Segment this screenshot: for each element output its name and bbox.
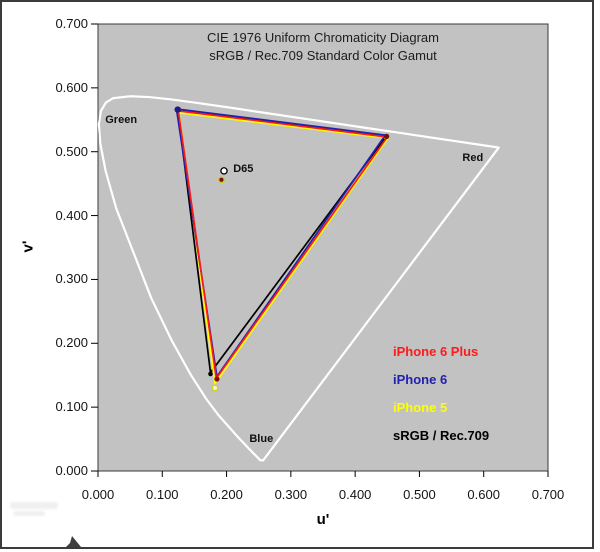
x-tick-label: 0.000 [81, 487, 115, 502]
cursor-artifact-icon [66, 536, 81, 547]
chart-title-line2: sRGB / Rec.709 Standard Color Gamut [209, 48, 437, 63]
y-tick-label: 0.100 [55, 399, 88, 415]
x-tick-label: 0.600 [467, 487, 500, 502]
y-tick-label: 0.400 [55, 207, 88, 223]
y-tick-label: 0.500 [55, 143, 88, 159]
x-tick-label: 0.500 [403, 487, 436, 502]
x-tick-label: 0.700 [531, 487, 565, 502]
y-tick-label: 0.200 [55, 335, 88, 351]
plot-label-green: Green [105, 114, 138, 127]
watermark-smudge [10, 502, 58, 509]
y-tick-label: 0.300 [55, 271, 88, 287]
gamut-triangles [175, 108, 389, 385]
x-tick-label: 0.400 [338, 487, 372, 502]
legend-item-iphone-5: iPhone 5 [393, 400, 448, 415]
x-tick-label: 0.200 [210, 487, 243, 502]
axis-tick-marks [91, 23, 549, 477]
x-tick-label: 0.100 [146, 487, 179, 502]
plot-label-d65: D65 [233, 162, 254, 175]
plot-label-red: Red [462, 152, 484, 165]
x-tick-label: 0.300 [274, 487, 308, 502]
spectral-locus-curve [97, 95, 500, 462]
chart-title: CIE 1976 Uniform Chromaticity Diagram sR… [98, 29, 548, 65]
plot-label-blue: Blue [249, 433, 274, 446]
x-axis-title: u' [316, 511, 330, 528]
legend-item-iphone-6: iPhone 6 [393, 372, 448, 387]
data-point-markers [174, 106, 390, 392]
y-tick-label: 0.000 [55, 463, 88, 478]
chart-title-line1: CIE 1976 Uniform Chromaticity Diagram [207, 30, 439, 45]
legend-item-srgb: sRGB / Rec.709 [393, 428, 490, 443]
y-tick-label: 0.600 [55, 79, 88, 95]
plot-area [97, 23, 549, 472]
y-tick-label: 0.700 [55, 16, 88, 31]
watermark-smudge [13, 511, 45, 516]
y-axis-title: v' [19, 240, 37, 253]
legend: iPhone 6 Plus iPhone 6 iPhone 5 sRGB / R… [393, 343, 489, 455]
legend-item-iphone-6-plus: iPhone 6 Plus [393, 344, 479, 359]
